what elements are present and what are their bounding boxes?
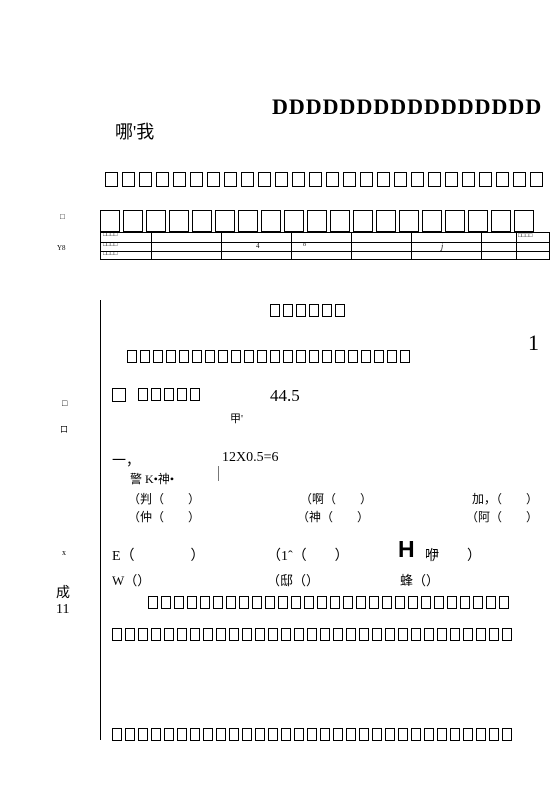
r1b: （啊（ ） (300, 490, 372, 507)
r2a: （仲（ ） (128, 508, 200, 525)
c5: j (441, 242, 443, 251)
boxrow-c (138, 388, 200, 401)
c4: 4 (256, 242, 260, 250)
tiny-vline (218, 466, 219, 481)
row2: （仲（ ） （神（ ） （阿（ ） (128, 508, 538, 525)
sec1-label: 一， (112, 450, 140, 470)
boxrow-f (112, 728, 512, 741)
marg2: Y8 (57, 244, 66, 252)
boxrow-e (112, 628, 512, 641)
boxrow-d (148, 596, 509, 609)
jia: 甲' (230, 410, 243, 426)
c6: □□□□ (518, 233, 533, 239)
c1: □□□□ (103, 232, 118, 238)
rxa: E（ ） (112, 545, 205, 565)
boxrow-b (127, 350, 410, 363)
single-box (112, 388, 126, 402)
r1c: 加，（ ） (472, 490, 538, 507)
r2b: （神（ ） (297, 508, 369, 525)
ryc: 蜂（） (400, 570, 439, 589)
score: 44.5 (270, 386, 300, 406)
rxb: （1ˆ（ ） (267, 545, 349, 565)
c3: □□□□ (103, 251, 118, 257)
r2c: （阿（ ） (466, 508, 538, 525)
c4b: o (303, 242, 306, 248)
marg1: □ (60, 212, 65, 221)
sec1-formula: 12X0.5=6 (222, 450, 279, 466)
rxc: 咿 ） (425, 545, 481, 565)
marg4: 口 (60, 424, 68, 435)
marg3: □ (62, 398, 67, 408)
marg7: 11 (56, 602, 69, 618)
boxrow-a (270, 304, 345, 317)
H: H (398, 536, 415, 563)
title: 哪'我 (115, 118, 154, 144)
top-box-row (105, 172, 543, 187)
ryb: （邸（） (267, 570, 319, 589)
header-d: DDDDDDDDDDDDDDDD (272, 94, 542, 120)
page-1: 1 (528, 330, 539, 356)
r1a: （判（ ） (128, 490, 200, 507)
marg5: x (62, 548, 66, 557)
margin-line (100, 300, 101, 740)
c2: □□□□ (103, 242, 118, 248)
table-block: □□□□ □□□□ □□□□ 4 o j □□□□ (100, 210, 550, 260)
row1: （判（ ） （啊（ ） 加，（ ） (128, 490, 538, 507)
sec1-sub: 警 K•神• (130, 470, 174, 487)
marg6: 成 (56, 582, 70, 602)
rya: W（） (112, 570, 150, 589)
